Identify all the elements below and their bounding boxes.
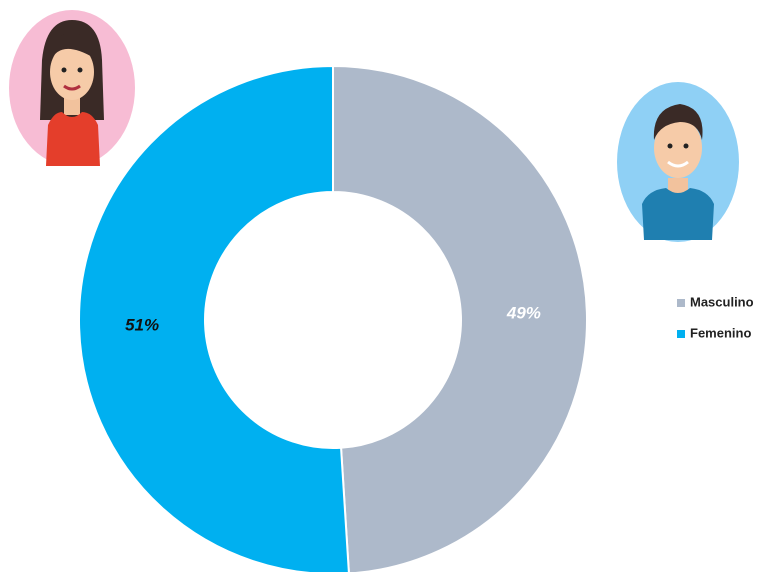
male-avatar (617, 82, 739, 242)
value-label: 49% (506, 303, 541, 322)
legend-label: Femenino (690, 325, 751, 340)
legend: Masculino Femenino (677, 294, 754, 340)
legend-swatch (677, 330, 685, 338)
donut-slice (78, 64, 350, 572)
legend-label: Masculino (690, 294, 754, 309)
value-label: 51% (125, 315, 159, 334)
legend-swatch (677, 299, 685, 307)
female-avatar (9, 10, 135, 166)
donut-slice (332, 64, 588, 572)
donut: 49% 51% (78, 64, 588, 572)
